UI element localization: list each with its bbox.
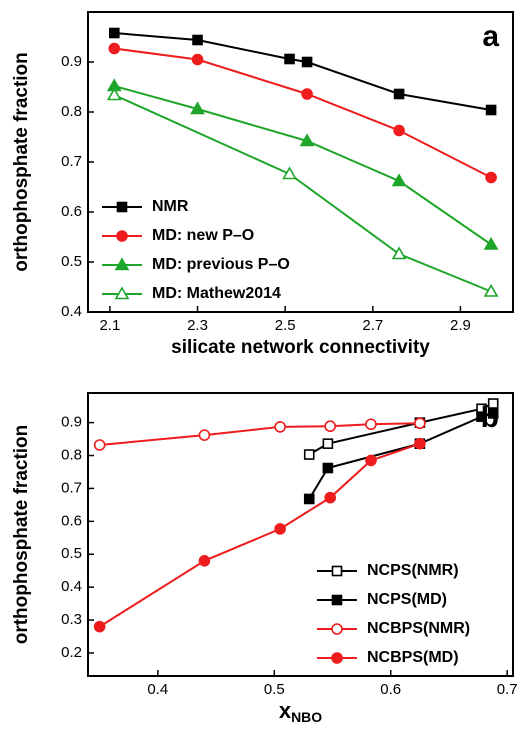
- legend-label: NMR: [152, 198, 189, 215]
- marker: [324, 420, 336, 433]
- y-axis-label: orthophosphate fraction: [11, 52, 32, 272]
- series-line: [114, 85, 492, 246]
- x-tick-label: 2.9: [450, 317, 471, 334]
- marker: [284, 53, 295, 65]
- marker: [106, 87, 122, 101]
- marker: [485, 104, 497, 116]
- marker: [301, 88, 313, 100]
- x-axis-label-main: x: [279, 698, 292, 723]
- y-tick-label: 0.8: [61, 446, 82, 463]
- marker: [331, 565, 343, 577]
- marker: [393, 124, 405, 137]
- y-tick-label: 0.9: [61, 53, 82, 70]
- plot-frame: [87, 11, 514, 313]
- marker: [274, 421, 286, 433]
- marker: [391, 246, 407, 260]
- marker: [198, 429, 211, 441]
- marker: [303, 449, 315, 460]
- x-tick-label: 2.5: [275, 317, 296, 334]
- marker: [299, 133, 315, 147]
- y-tick-label: 0.7: [61, 479, 82, 496]
- series-line: [99, 422, 420, 446]
- legend-label: MD: previous P–O: [152, 256, 290, 273]
- x-tick-label: 2.1: [99, 317, 120, 334]
- marker: [114, 286, 130, 300]
- plot-frame: [87, 392, 514, 677]
- x-axis-label-main: silicate network connectivity: [171, 337, 430, 358]
- series-line: [308, 402, 494, 456]
- marker: [487, 408, 499, 419]
- marker: [324, 491, 336, 504]
- marker: [483, 236, 499, 250]
- x-tick-label: 0.5: [264, 681, 285, 698]
- marker: [322, 438, 334, 449]
- marker: [365, 454, 377, 467]
- marker: [108, 42, 121, 55]
- marker: [487, 398, 499, 409]
- x-axis-label: xNBO: [279, 698, 322, 725]
- marker: [322, 462, 334, 474]
- y-tick-label: 0.6: [61, 203, 82, 220]
- marker: [192, 34, 203, 46]
- marker: [331, 594, 343, 606]
- x-tick-label: 2.7: [362, 317, 383, 334]
- marker: [365, 418, 377, 431]
- marker: [414, 437, 426, 450]
- legend-label: NCBPS(NMR): [367, 620, 470, 637]
- y-tick-label: 0.4: [61, 303, 82, 320]
- marker: [116, 230, 128, 242]
- y-tick-label: 0.5: [61, 253, 82, 270]
- marker: [331, 652, 343, 664]
- x-tick-label: 0.6: [380, 681, 401, 698]
- panel-label: a: [482, 20, 499, 53]
- x-axis-label: silicate network connectivity: [171, 337, 430, 358]
- series-line: [114, 47, 492, 179]
- legend-label: NCPS(NMR): [367, 562, 459, 579]
- y-tick-label: 0.2: [61, 644, 82, 661]
- x-axis-label-sub: NBO: [291, 709, 322, 725]
- marker: [303, 493, 315, 505]
- marker: [483, 283, 499, 297]
- marker: [274, 523, 286, 535]
- y-tick-label: 0.3: [61, 611, 82, 628]
- x-tick-label: 0.4: [147, 681, 168, 698]
- marker: [414, 417, 426, 430]
- panel-label: b: [481, 401, 499, 434]
- marker: [93, 620, 106, 633]
- marker: [476, 411, 487, 422]
- marker: [198, 555, 211, 567]
- marker: [93, 439, 106, 451]
- y-tick-label: 0.7: [61, 153, 82, 170]
- marker: [191, 53, 204, 66]
- x-tick-label: 0.7: [497, 681, 518, 698]
- legend-label: NCBPS(MD): [367, 649, 459, 666]
- marker: [108, 27, 120, 39]
- x-tick-label: 2.3: [187, 317, 208, 334]
- series-line: [114, 32, 492, 111]
- marker: [485, 171, 497, 184]
- marker: [391, 173, 407, 187]
- series-line: [99, 442, 421, 628]
- marker: [331, 623, 343, 635]
- y-tick-label: 0.9: [61, 414, 82, 431]
- legend-label: MD: new P–O: [152, 227, 254, 244]
- legend-label: MD: Mathew2014: [152, 285, 281, 302]
- legend-label: NCPS(MD): [367, 591, 447, 608]
- y-tick-label: 0.8: [61, 103, 82, 120]
- marker: [116, 201, 128, 213]
- y-tick-label: 0.5: [61, 545, 82, 562]
- marker: [114, 257, 130, 271]
- marker: [393, 88, 405, 100]
- marker: [190, 101, 205, 115]
- y-tick-label: 0.6: [61, 512, 82, 529]
- y-axis-label: orthophosphate fraction: [11, 425, 32, 645]
- series-line: [113, 94, 492, 293]
- marker: [282, 166, 297, 180]
- y-tick-label: 0.4: [61, 578, 82, 595]
- marker: [301, 56, 313, 68]
